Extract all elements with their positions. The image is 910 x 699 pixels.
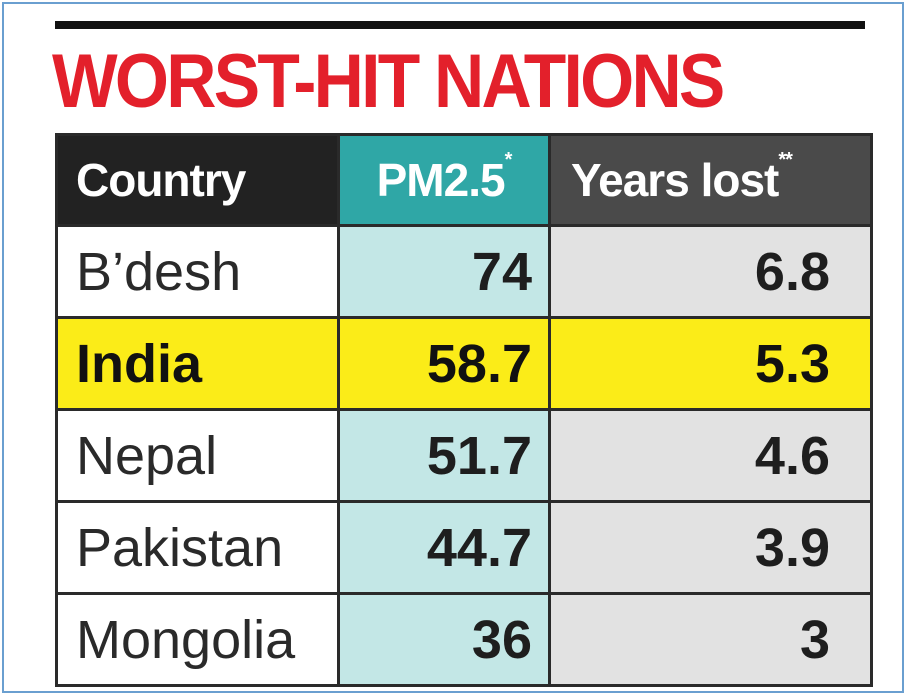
years-lost-value-cell: 6.8 [548,224,873,319]
country-cell: Pakistan [55,500,340,595]
pm25-value-cell: 58.7 [337,316,551,411]
years-lost-value-cell: 3 [548,592,873,687]
pm25-value-cell: 74 [337,224,551,319]
column-header-label: PM2.5 [376,154,506,206]
footnote-marker: ** [778,149,793,171]
image-frame [2,2,904,693]
column-header-label: Years lost [571,154,779,206]
country-cell: Nepal [55,408,340,503]
table-row-highlighted: India 58.7 5.3 [55,316,873,411]
table-row: Pakistan 44.7 3.9 [55,500,873,595]
data-table: Country PM2.5* Years lost** B’desh 74 6.8 I… [55,133,873,687]
pm25-value-cell: 51.7 [337,408,551,503]
table-row: Nepal 51.7 4.6 [55,408,873,503]
pm25-value-cell: 36 [337,592,551,687]
years-lost-value-cell: 3.9 [548,500,873,595]
pm25-value-cell: 44.7 [337,500,551,595]
table-row: B’desh 74 6.8 [55,224,873,319]
country-cell: B’desh [55,224,340,319]
column-header-pm25: PM2.5* [337,133,551,227]
footnote-marker: * [504,149,513,171]
column-header-years-lost: Years lost** [548,133,873,227]
column-header-label: Country [76,154,246,206]
country-cell: India [55,316,340,411]
title-rule [55,21,865,29]
header-row: Country PM2.5* Years lost** [55,133,873,227]
table-row: Mongolia 36 3 [55,592,873,687]
column-header-country: Country [55,133,340,227]
chart-title: WORST-HIT NATIONS [52,39,725,124]
years-lost-value-cell: 5.3 [548,316,873,411]
country-cell: Mongolia [55,592,340,687]
years-lost-value-cell: 4.6 [548,408,873,503]
